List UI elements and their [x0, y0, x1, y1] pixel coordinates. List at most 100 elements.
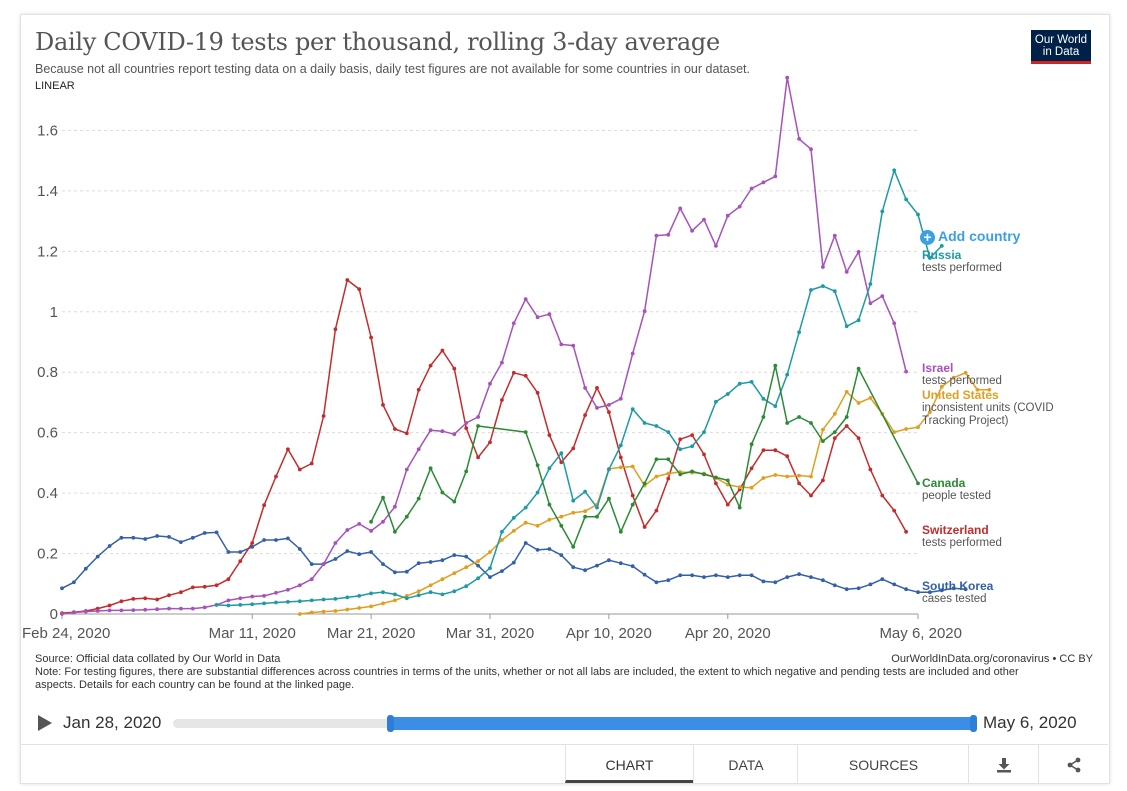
footer-credit-link[interactable]: OurWorldInData.org/coronavirus • CC BY	[891, 653, 1093, 665]
data-point-canada	[618, 529, 623, 534]
data-point-russia	[642, 421, 647, 425]
logo-line-1: Our World	[1034, 34, 1088, 46]
x-tick-label: Mar 11, 2020	[209, 625, 296, 642]
data-point-switzerland	[357, 287, 362, 291]
data-point-israel	[238, 596, 243, 601]
x-tick-label: Mar 21, 2020	[327, 625, 415, 642]
data-point-russia	[630, 407, 635, 411]
data-point-russia	[880, 209, 885, 214]
data-point-russia	[345, 595, 350, 600]
data-point-russia	[785, 372, 790, 377]
data-point-united-states	[844, 390, 849, 394]
data-point-russia	[476, 576, 480, 581]
data-point-israel	[297, 583, 302, 588]
data-point-israel	[547, 312, 552, 317]
series-label-south-korea[interactable]: South Korea cases tested	[922, 580, 993, 606]
timeline-end-handle[interactable]	[970, 715, 977, 732]
data-point-canada	[749, 442, 754, 447]
data-point-south-korea	[202, 531, 207, 535]
data-point-russia	[666, 430, 671, 434]
add-country-button[interactable]: + Add country	[920, 228, 1020, 245]
data-point-united-states	[666, 471, 671, 476]
timeline-start-handle[interactable]	[387, 715, 394, 732]
tab-data[interactable]: DATA	[693, 745, 798, 783]
data-point-south-korea	[488, 575, 492, 579]
chart-subtitle: Because not all countries report testing…	[35, 62, 750, 76]
data-point-switzerland	[226, 577, 231, 582]
share-button[interactable]	[1038, 745, 1109, 783]
data-point-south-korea	[928, 590, 932, 595]
line-chart: 0 0.2 0.4 0.6 0.8 1 1.2 1.4 1.6 Feb 24, 2020 Mar 1…	[22, 75, 992, 642]
data-point-canada	[595, 514, 599, 519]
data-point-united-states	[654, 474, 659, 479]
data-point-switzerland	[214, 583, 219, 588]
data-point-united-states	[523, 520, 528, 525]
tab-chart[interactable]: CHART	[565, 745, 693, 783]
data-point-switzerland	[381, 403, 385, 407]
data-point-switzerland	[143, 596, 148, 601]
data-point-israel	[690, 228, 694, 233]
scale-toggle[interactable]: LINEAR	[35, 80, 75, 92]
data-point-south-korea	[274, 538, 278, 542]
data-point-canada	[797, 415, 801, 419]
data-point-russia	[297, 599, 302, 604]
data-point-switzerland	[725, 502, 730, 507]
data-point-israel	[488, 381, 492, 386]
series-label-canada[interactable]: Canada people tested	[922, 477, 991, 503]
data-point-canada	[523, 430, 528, 434]
data-point-canada	[856, 366, 861, 371]
data-point-switzerland	[868, 467, 873, 472]
data-point-switzerland	[690, 433, 694, 437]
data-point-united-states	[916, 425, 920, 430]
data-point-south-korea	[809, 575, 813, 579]
series-label-united-states[interactable]: United States inconsistent units (COVID …	[922, 389, 1054, 428]
data-point-russia	[702, 430, 706, 434]
timeline-selected-range[interactable]	[390, 717, 974, 730]
download-icon	[997, 758, 1011, 773]
data-point-south-korea	[262, 538, 266, 542]
timeline: Jan 28, 2020 May 6, 2020	[20, 706, 1108, 742]
data-point-south-korea	[547, 547, 552, 551]
us-name: United States	[922, 388, 999, 402]
series-label-switzerland[interactable]: Switzerland tests performed	[922, 524, 1002, 550]
data-point-israel	[809, 147, 813, 152]
data-point-russia	[274, 600, 278, 605]
data-point-united-states	[630, 464, 635, 469]
data-point-israel	[642, 309, 647, 314]
data-point-south-korea	[832, 583, 837, 588]
data-point-south-korea	[618, 561, 623, 566]
data-point-switzerland	[856, 436, 861, 440]
data-point-israel	[702, 217, 706, 222]
data-point-russia	[404, 596, 409, 601]
data-point-russia	[737, 381, 742, 386]
data-point-switzerland	[642, 525, 647, 529]
download-button[interactable]	[968, 745, 1039, 783]
data-point-switzerland	[523, 373, 528, 378]
data-point-south-korea	[773, 580, 778, 585]
y-tick-label: 0	[50, 606, 58, 623]
data-point-israel	[880, 294, 885, 298]
data-point-south-korea	[250, 545, 255, 549]
owid-logo[interactable]: Our World in Data	[1031, 30, 1091, 64]
data-point-russia	[844, 324, 849, 329]
add-country-label: Add country	[938, 228, 1021, 244]
data-point-switzerland	[393, 427, 397, 431]
data-point-switzerland	[904, 529, 908, 534]
series-label-russia[interactable]: Russia tests performed	[922, 249, 1002, 275]
data-point-south-korea	[725, 575, 730, 579]
data-point-south-korea	[951, 586, 956, 591]
data-point-switzerland	[702, 452, 706, 457]
data-point-switzerland	[559, 460, 564, 465]
data-point-russia	[262, 601, 266, 606]
data-point-israel	[381, 519, 385, 524]
data-point-canada	[630, 502, 635, 507]
data-point-canada	[452, 499, 457, 504]
data-point-israel	[404, 467, 409, 472]
data-point-united-states	[571, 510, 576, 515]
series-label-israel[interactable]: Israel tests performed	[922, 362, 1002, 388]
data-point-switzerland	[464, 426, 469, 430]
tab-sources[interactable]: SOURCES	[797, 745, 969, 783]
data-point-switzerland	[179, 590, 183, 595]
play-icon[interactable]	[38, 715, 52, 731]
data-point-switzerland	[583, 413, 587, 417]
